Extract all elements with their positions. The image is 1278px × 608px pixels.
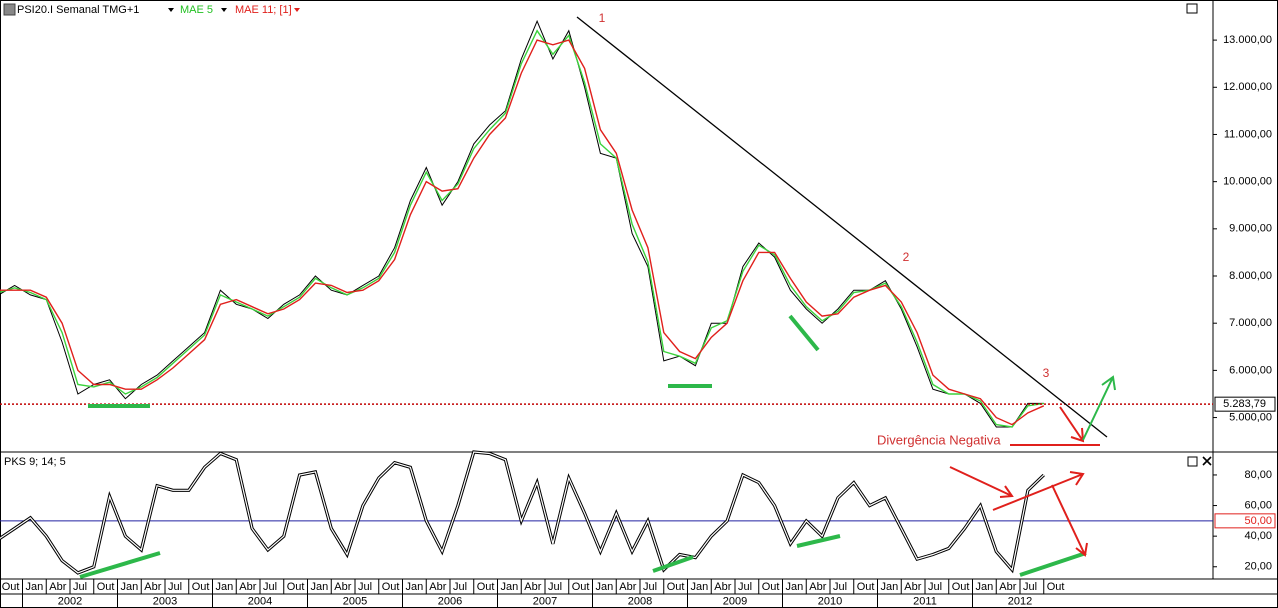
year-label: 2002: [58, 595, 82, 607]
x-tick-label: Out: [192, 581, 210, 593]
trend-line: [576, 16, 1108, 438]
reference-box: [1214, 513, 1276, 529]
y-tick-label: 12.000,00: [1223, 81, 1272, 93]
x-tick-label: Jul: [548, 581, 562, 593]
y-tick-label: 20,00: [1244, 561, 1272, 573]
x-tick-label: Jan: [406, 581, 424, 593]
x-tick-label: Out: [287, 581, 305, 593]
x-tick-label: Out: [857, 581, 875, 593]
x-tick-label: Jul: [738, 581, 752, 593]
x-tick-label: Jan: [976, 581, 994, 593]
x-tick-label: Out: [97, 581, 115, 593]
year-label: 2010: [818, 595, 842, 607]
x-tick-label: Jan: [881, 581, 899, 593]
x-tick-label: Abr: [334, 581, 351, 593]
year-label: 2004: [248, 595, 272, 607]
x-tick-label: Jan: [596, 581, 614, 593]
year-label: 2011: [913, 595, 937, 607]
x-tick-label: Jul: [263, 581, 277, 593]
y-tick-label: 13.000,00: [1223, 34, 1272, 46]
y-tick-label: 11.000,00: [1224, 128, 1272, 140]
oscillator-line-inner: [0, 451, 1045, 574]
x-tick-label: Jul: [453, 581, 467, 593]
drawings: 1 2 3 Divergência Negativa: [79, 11, 1116, 579]
annotation: 3: [1043, 366, 1050, 380]
y-tick-label: 6.000,00: [1229, 364, 1272, 376]
x-tick-label: Out: [382, 581, 400, 593]
arrows: [949, 375, 1116, 557]
year-label: 2012: [1008, 595, 1032, 607]
x-tick-label: Jul: [833, 581, 847, 593]
x-tick-label: Jul: [1023, 581, 1037, 593]
dropdown[interactable]: [294, 8, 300, 12]
x-tick-label: Jul: [358, 581, 372, 593]
x-tick-label: Jan: [216, 581, 234, 593]
annotation: Divergência Negativa: [877, 432, 1001, 447]
x-tick-label: Jul: [928, 581, 942, 593]
last-price-box: [1214, 396, 1276, 412]
x-tick-label: Abr: [619, 581, 636, 593]
x-tick-label: Jul: [643, 581, 657, 593]
annotation: 1: [599, 11, 606, 25]
panel-title: PKS 9; 14; 5: [4, 456, 66, 468]
x-tick-label: Out: [572, 581, 590, 593]
x-tick-label: Abr: [809, 581, 826, 593]
price-line: [0, 39, 1045, 426]
y-tick-label: 60,00: [1244, 499, 1272, 511]
year-label: 2009: [723, 595, 747, 607]
icon[interactable]: [3, 3, 16, 16]
x-tick-label: Jan: [786, 581, 804, 593]
legend-entry: MAE 11; [1]: [235, 4, 292, 16]
year-label: 2003: [153, 595, 177, 607]
x-tick-label: Jan: [691, 581, 709, 593]
reference-label: 50,00: [1244, 515, 1272, 527]
x-tick-label: Out: [667, 581, 685, 593]
x-tick-label: Abr: [714, 581, 731, 593]
x-tick-label: Out: [762, 581, 780, 593]
x-tick-label: Abr: [49, 581, 66, 593]
close-button[interactable]: [1202, 456, 1212, 466]
x-tick-label: Jul: [73, 581, 87, 593]
x-tick-label: Jan: [311, 581, 329, 593]
y-tick-label: 8.000,00: [1229, 270, 1272, 282]
x-tick-label: Abr: [999, 581, 1016, 593]
x-tick-label: Out: [2, 581, 20, 593]
year-label: 2005: [343, 595, 367, 607]
x-tick-label: Out: [952, 581, 970, 593]
y-tick-label: 9.000,00: [1229, 223, 1272, 235]
year-label: 2006: [438, 595, 462, 607]
last-price-label: 5.283,79: [1223, 398, 1266, 410]
y-tick-label: 40,00: [1244, 530, 1272, 542]
y-tick-label: 80,00: [1244, 469, 1272, 481]
maximize-button[interactable]: [1186, 3, 1198, 14]
year-label: 2008: [628, 595, 652, 607]
dropdown[interactable]: [221, 8, 227, 12]
year-label: 2007: [533, 595, 557, 607]
x-tick-label: Abr: [239, 581, 256, 593]
x-tick-label: Abr: [524, 581, 541, 593]
support-lines: [79, 314, 1087, 579]
x-tick-label: Jan: [121, 581, 139, 593]
y-tick-label: 7.000,00: [1229, 317, 1272, 329]
x-tick-label: Abr: [429, 581, 446, 593]
x-tick-label: Abr: [144, 581, 161, 593]
x-tick-label: Out: [1047, 581, 1065, 593]
x-tick-label: Jul: [168, 581, 182, 593]
y-tick-label: 10.000,00: [1223, 176, 1272, 188]
chart-title: PSI20.I Semanal TMG+1: [17, 4, 139, 16]
x-tick-label: Out: [477, 581, 495, 593]
dropdown[interactable]: [168, 8, 174, 12]
legend-entry: MAE 5: [180, 4, 213, 16]
x-tick-label: Jan: [26, 581, 44, 593]
maximize-button[interactable]: [1187, 456, 1198, 467]
x-tick-label: Jan: [501, 581, 519, 593]
annotation: 2: [903, 250, 910, 264]
x-tick-label: Abr: [904, 581, 921, 593]
y-tick-label: 5.000,00: [1229, 411, 1272, 423]
